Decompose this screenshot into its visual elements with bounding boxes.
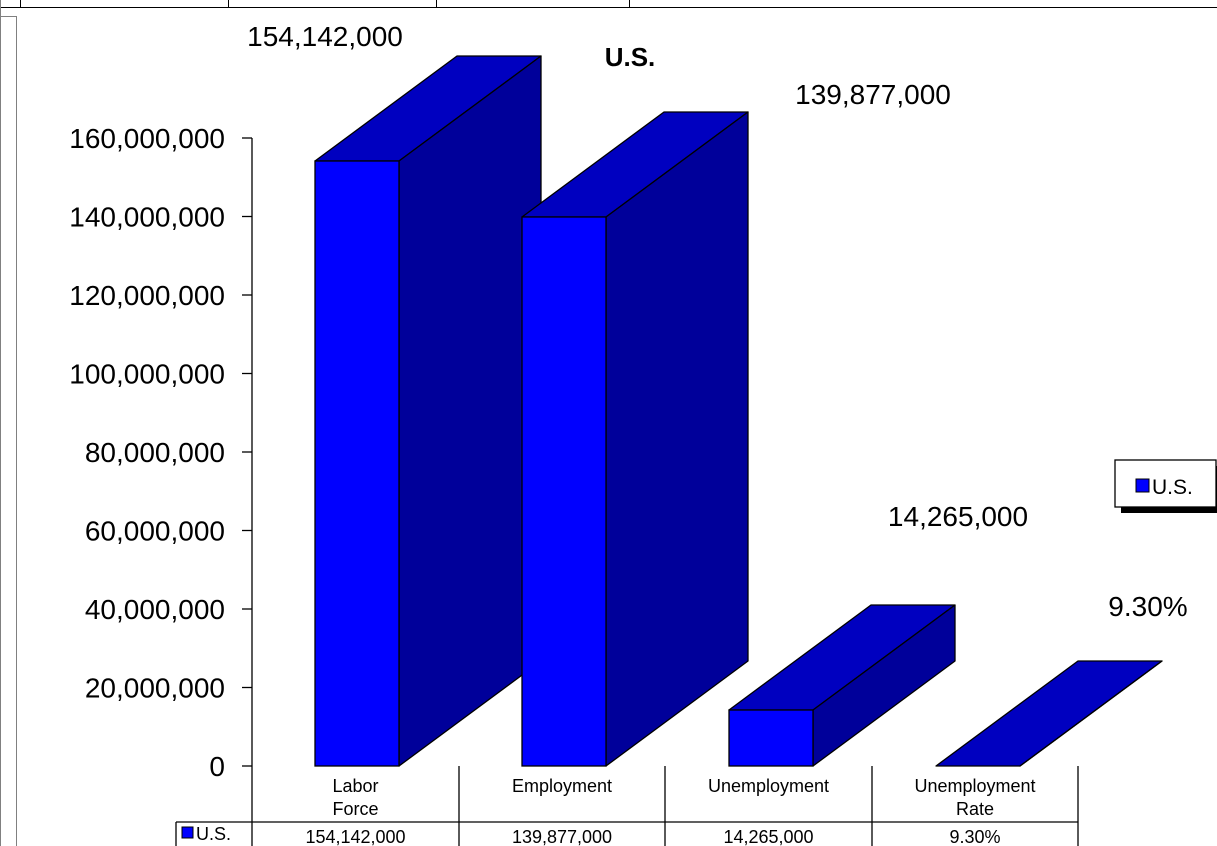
table-row-label: U.S. [196,824,231,844]
spreadsheet-grid-left [0,0,17,846]
y-tick-label: 0 [209,751,225,782]
legend-entry: U.S. [1152,476,1193,499]
table-value: 139,877,000 [512,827,612,846]
table-category-label: Labor [332,776,378,796]
spreadsheet-grid-top [0,0,1217,8]
data-label: 154,142,000 [247,21,403,52]
legend-box [1114,459,1217,508]
data-table: Labor Force 154,142,000 Employment 139,877,0… [175,766,1079,846]
bar-front [521,216,607,767]
data-label: 14,265,000 [888,501,1028,532]
table-category-label: Unemployment [914,776,1035,796]
bar-side [398,55,542,767]
chart-title: U.S. [605,42,656,72]
table-category-label: Unemployment [708,776,829,796]
bar-top [935,660,1163,767]
bar-employment [521,111,749,767]
bar-side [1019,660,1163,767]
table-category-label: Rate [956,799,994,819]
y-tick-label: 140,000,000 [69,202,225,233]
bars [314,55,1163,767]
bar-unemployment-rate [935,660,1163,767]
bar-side [605,111,749,767]
data-label: 9.30% [1108,591,1187,622]
y-tick-label: 160,000,000 [69,123,225,154]
y-tick-label: 20,000,000 [85,673,225,704]
table-legend-key [181,826,194,839]
legend-key [1135,478,1150,493]
y-tick-label: 100,000,000 [69,359,225,390]
bar-unemployment [728,604,956,767]
y-axis: 160,000,000 140,000,000 120,000,000 100,000… [69,123,253,782]
bar-front [728,709,814,767]
y-tick-label: 80,000,000 [85,437,225,468]
bar-labor-force [314,55,542,767]
table-category-label: Employment [512,776,612,796]
bar-front [314,160,400,767]
y-tick-label: 40,000,000 [85,594,225,625]
table-value: 9.30% [949,827,1000,846]
data-labels: 154,142,000 139,877,000 14,265,000 9.30% [247,21,1188,622]
legend: U.S. [1114,459,1217,513]
table-value: 154,142,000 [305,827,405,846]
y-tick-label: 60,000,000 [85,516,225,547]
table-value: 14,265,000 [723,827,813,846]
y-tick-label: 120,000,000 [69,280,225,311]
table-category-label: Force [332,799,378,819]
data-label: 139,877,000 [795,79,951,110]
